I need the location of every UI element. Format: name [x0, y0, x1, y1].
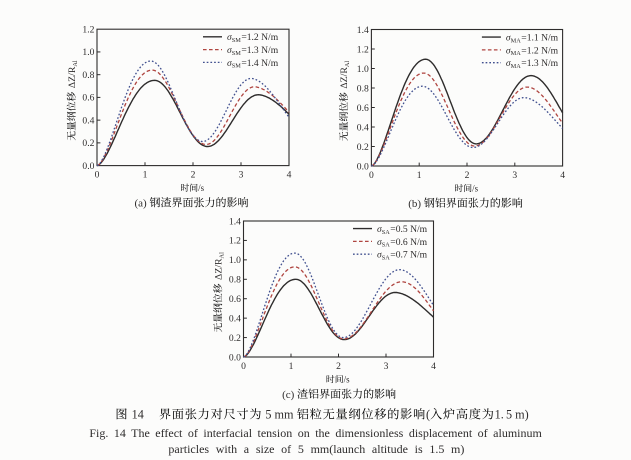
svg-text:0: 0	[369, 170, 374, 181]
svg-text:/s: /s	[198, 183, 204, 193]
svg-text:3: 3	[384, 361, 389, 372]
svg-text:2: 2	[465, 170, 470, 181]
svg-text:=0.5 N/m: =0.5 N/m	[390, 224, 427, 235]
svg-text:σ: σ	[377, 224, 383, 235]
svg-text:1.4: 1.4	[357, 25, 369, 36]
svg-text:0.0: 0.0	[357, 161, 369, 172]
svg-text:1.0: 1.0	[357, 64, 369, 75]
svg-text:4: 4	[287, 170, 292, 181]
svg-text:ΔZ/R: ΔZ/R	[67, 66, 78, 88]
svg-text:σ: σ	[377, 250, 383, 261]
svg-text:σ: σ	[506, 45, 512, 56]
svg-text:1: 1	[289, 361, 294, 372]
svg-text:σ: σ	[506, 33, 512, 44]
svg-text:0.4: 0.4	[229, 313, 241, 324]
svg-text:σ: σ	[506, 58, 512, 69]
svg-text:3: 3	[239, 170, 244, 181]
svg-text:5 mm: 5 mm	[265, 407, 294, 421]
svg-text:2: 2	[336, 361, 341, 372]
svg-text:0.6: 0.6	[357, 103, 369, 114]
svg-text:5 m: 5 m	[506, 407, 525, 421]
svg-text:=1.2 N/m: =1.2 N/m	[241, 32, 278, 43]
svg-text:1: 1	[417, 170, 422, 181]
svg-text:σ: σ	[377, 237, 383, 248]
svg-text:1: 1	[143, 170, 148, 181]
svg-text:σ: σ	[227, 58, 233, 69]
svg-text:0.8: 0.8	[357, 83, 369, 94]
svg-text:4: 4	[560, 170, 565, 181]
svg-text:1.: 1.	[495, 407, 504, 421]
svg-text:Fig. 14 The effect of interf: Fig. 14 The effect of interfacial tensio…	[89, 426, 542, 440]
svg-text:2: 2	[191, 170, 196, 181]
svg-text:1.0: 1.0	[229, 255, 241, 266]
svg-text:SA: SA	[382, 255, 391, 262]
svg-text:0: 0	[95, 170, 100, 181]
svg-text:MA: MA	[511, 50, 522, 57]
svg-text:σ: σ	[227, 32, 233, 43]
svg-text:ΔZ/R: ΔZ/R	[213, 258, 224, 280]
svg-text:0: 0	[241, 361, 246, 372]
svg-text:=1.2 N/m: =1.2 N/m	[521, 45, 558, 56]
svg-text:MA: MA	[511, 63, 522, 70]
svg-text:SA: SA	[382, 242, 391, 249]
svg-text:0.0: 0.0	[229, 352, 241, 363]
svg-text:Al: Al	[72, 60, 79, 67]
svg-text:particles with a size of 5 mm(: particles with a size of 5 mm(launch alt…	[168, 442, 464, 456]
svg-text:0.2: 0.2	[82, 138, 94, 149]
svg-text:/s: /s	[472, 183, 478, 193]
svg-text:1.2: 1.2	[229, 236, 241, 247]
svg-text:1.2: 1.2	[357, 44, 369, 55]
svg-text:): )	[525, 407, 529, 421]
svg-text:SM: SM	[232, 63, 242, 70]
svg-text:MA: MA	[511, 37, 522, 44]
svg-text:SM: SM	[232, 37, 242, 44]
svg-text:0.4: 0.4	[357, 122, 369, 133]
svg-text:0.0: 0.0	[82, 161, 94, 172]
svg-text:Al: Al	[218, 252, 225, 259]
svg-text:σ: σ	[227, 45, 233, 56]
svg-text:=1.1 N/m: =1.1 N/m	[521, 33, 558, 44]
svg-text:3: 3	[512, 170, 517, 181]
svg-text:0.6: 0.6	[229, 294, 241, 305]
svg-text:Al: Al	[344, 61, 351, 68]
svg-text:1.4: 1.4	[229, 216, 241, 227]
svg-text:ΔZ/R: ΔZ/R	[339, 67, 350, 89]
svg-text:=0.6 N/m: =0.6 N/m	[390, 237, 427, 248]
svg-text:0.4: 0.4	[82, 115, 94, 126]
svg-text:1.2: 1.2	[82, 25, 94, 36]
svg-text:SM: SM	[232, 50, 242, 57]
svg-text:0.8: 0.8	[82, 70, 94, 81]
svg-text:1.0: 1.0	[82, 47, 94, 58]
svg-text:=0.7 N/m: =0.7 N/m	[390, 250, 427, 261]
svg-text:0.2: 0.2	[357, 142, 369, 153]
svg-text:=1.3 N/m: =1.3 N/m	[521, 58, 558, 69]
svg-text:4: 4	[431, 361, 436, 372]
svg-text:(: (	[426, 407, 430, 421]
svg-text:0.2: 0.2	[229, 333, 241, 344]
svg-text:(c): (c)	[282, 389, 295, 401]
svg-text:(a): (a)	[135, 197, 148, 209]
svg-text:/s: /s	[344, 374, 350, 384]
svg-text:14: 14	[132, 407, 144, 421]
svg-text:0.8: 0.8	[229, 275, 241, 286]
svg-text:=1.4 N/m: =1.4 N/m	[241, 58, 278, 69]
svg-text:(b): (b)	[408, 198, 421, 210]
svg-text:SA: SA	[382, 229, 391, 236]
svg-text:0.6: 0.6	[82, 93, 94, 104]
svg-text:=1.3 N/m: =1.3 N/m	[241, 45, 278, 56]
